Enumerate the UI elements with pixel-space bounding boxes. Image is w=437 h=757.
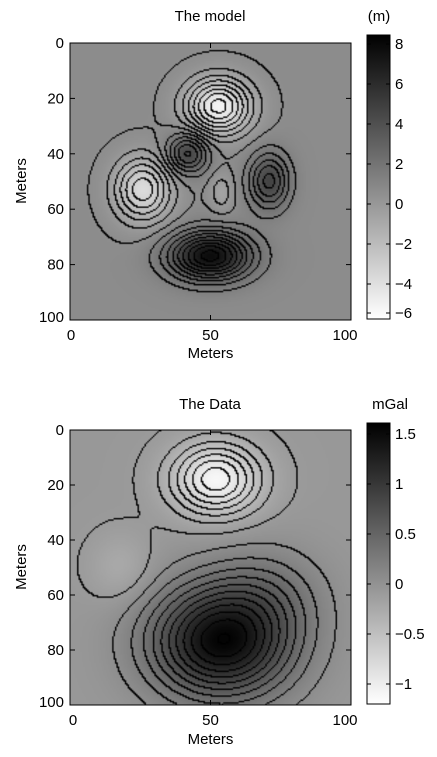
model-x-tick-label: 100 [332,327,357,344]
model-x-tick-label: 0 [67,327,75,344]
data-colorbar-gradient [367,423,390,704]
colorbar-tick-label: −4 [395,276,412,293]
data-y-tick-label: 20 [47,477,64,494]
data-colorbar-ticks: 1.5 1 0.5 0 −0.5 −1 [367,426,425,693]
model-title: The model [175,8,246,25]
model-y-tick-label: 80 [47,257,64,274]
colorbar-tick-label: −1 [395,676,412,693]
colorbar-tick-label: 0 [395,576,403,593]
model-y-tick-label: 20 [47,90,64,107]
data-y-tick-label: 60 [47,587,64,604]
model-heatmap [70,43,351,320]
colorbar-tick-label: 1.5 [395,426,416,443]
data-x-tick-label: 100 [332,712,357,729]
model-y-tick-label: 100 [39,309,64,326]
model-colorbar-gradient [367,35,390,319]
data-y-tick-label: 0 [56,422,64,439]
colorbar-tick-label: −2 [395,236,412,253]
model-colorbar-ticks: 8 6 4 2 0 −2 −4 −6 [367,36,412,322]
colorbar-tick-label: 0 [395,196,403,213]
colorbar-tick-label: −0.5 [395,626,425,643]
data-heatmap [70,430,351,705]
model-x-axis: 0 50 100 [67,43,358,344]
model-y-tick-label: 40 [47,146,64,163]
data-panel: The Data 0 20 40 60 80 100 0 50 100 Mete [13,396,425,748]
colorbar-tick-label: 6 [395,76,403,93]
data-x-tick-label: 0 [69,712,77,729]
data-y-tick-label: 40 [47,532,64,549]
model-colorbar-label: (m) [368,8,391,25]
data-x-axis: 0 50 100 [69,430,358,729]
model-y-axis: 0 20 40 60 80 100 [39,35,351,326]
colorbar-tick-label: 0.5 [395,526,416,543]
model-panel: The model 0 20 40 60 80 100 0 50 100 [13,8,412,362]
colorbar-tick-label: 2 [395,156,403,173]
model-x-axis-label: Meters [188,345,234,362]
data-colorbar-frame [366,422,391,705]
model-colorbar: (m) 8 6 4 2 0 −2 −4 −6 [366,8,412,322]
data-x-axis-label: Meters [188,731,234,748]
model-x-tick-label: 50 [202,327,219,344]
data-x-tick-label: 50 [202,712,219,729]
model-y-tick-label: 60 [47,201,64,218]
data-colorbar: mGal 1.5 1 0.5 0 −0.5 −1 [366,396,425,705]
colorbar-tick-label: −6 [395,305,412,322]
data-y-tick-label: 100 [39,694,64,711]
colorbar-tick-label: 8 [395,36,403,53]
model-colorbar-frame [366,34,391,320]
data-y-axis-label: Meters [13,544,30,590]
data-y-axis: 0 20 40 60 80 100 [39,422,351,711]
model-y-tick-label: 0 [56,35,64,52]
colorbar-tick-label: 1 [395,476,403,493]
data-title: The Data [179,396,241,413]
data-y-tick-label: 80 [47,642,64,659]
model-y-axis-label: Meters [13,158,30,204]
colorbar-tick-label: 4 [395,116,403,133]
data-colorbar-label: mGal [372,396,408,413]
